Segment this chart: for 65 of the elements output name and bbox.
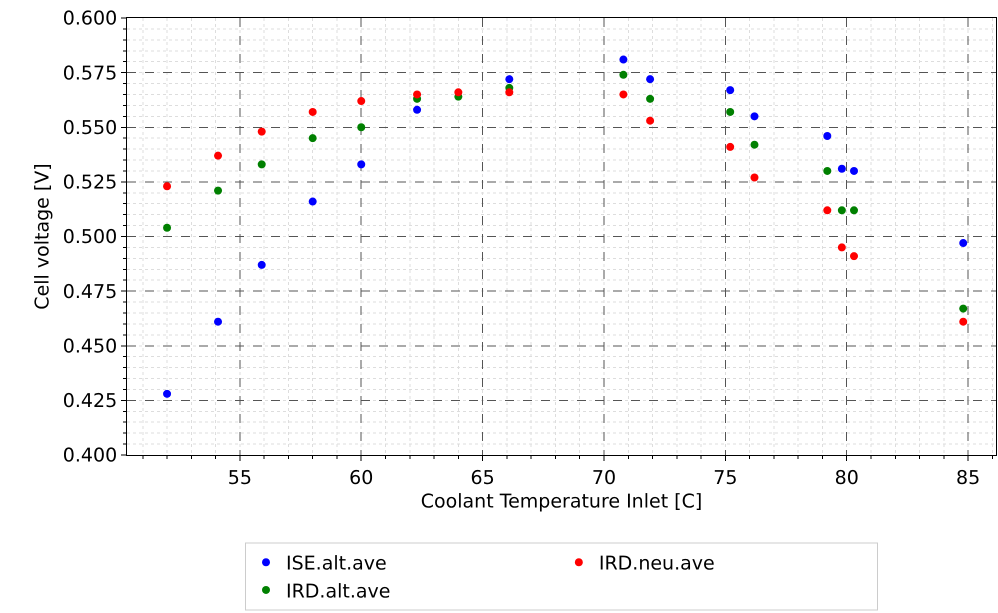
x-tick-label: 80 — [834, 466, 859, 489]
y-tick-label: 0.575 — [62, 62, 118, 84]
y-tick-label: 0.525 — [62, 172, 118, 194]
point — [505, 75, 514, 84]
x-tick-label: 75 — [713, 466, 738, 489]
point — [258, 260, 266, 269]
point — [163, 224, 172, 232]
point — [214, 318, 222, 326]
point — [619, 56, 628, 64]
point — [850, 166, 858, 175]
point — [823, 132, 832, 140]
point — [214, 186, 222, 195]
y-tick-label: 0.475 — [62, 280, 118, 303]
point — [413, 90, 422, 98]
point — [646, 94, 654, 103]
x-tick-label: 85 — [956, 466, 980, 489]
legend-label: ISE.alt.ave — [286, 552, 387, 575]
y-tick-label: 0.550 — [62, 116, 118, 139]
point — [357, 160, 366, 168]
x-tick-label: 65 — [470, 466, 495, 489]
point — [750, 174, 758, 182]
x-tick-label: 70 — [592, 466, 616, 489]
point — [726, 108, 734, 116]
x-axis-title: Coolant Temperature Inlet [C] — [420, 490, 702, 513]
legend-label: IRD.alt.ave — [286, 580, 390, 602]
point — [258, 128, 266, 136]
point — [838, 243, 846, 252]
y-tick-label: 0.600 — [62, 8, 118, 30]
point — [823, 206, 832, 214]
x-tick-label: 60 — [349, 466, 374, 489]
point — [413, 106, 422, 114]
point — [726, 142, 734, 151]
point — [308, 134, 317, 142]
point — [646, 116, 654, 125]
point — [726, 86, 734, 94]
point — [214, 152, 222, 160]
point — [850, 206, 858, 214]
point — [838, 206, 846, 214]
point — [308, 198, 317, 206]
point — [454, 88, 462, 96]
y-tick-label: 0.400 — [62, 444, 118, 467]
point — [750, 112, 758, 120]
point — [163, 182, 172, 190]
point — [357, 123, 366, 132]
point — [838, 164, 846, 173]
point — [959, 318, 968, 326]
point — [850, 252, 858, 260]
point — [619, 70, 628, 79]
y-axis-title: Cell voltage [V] — [32, 163, 54, 310]
y-tick-label: 0.425 — [62, 390, 118, 412]
point — [308, 108, 317, 116]
point — [505, 88, 514, 96]
y-tick-label: 0.500 — [62, 226, 118, 248]
point — [959, 304, 968, 313]
point — [163, 390, 172, 398]
x-tick-label: 55 — [228, 466, 252, 489]
point — [646, 75, 654, 84]
y-tick-label: 0.450 — [62, 335, 118, 358]
legend-label: IRD.neu.ave — [598, 552, 715, 575]
point — [357, 97, 366, 106]
point — [750, 140, 758, 149]
point — [258, 160, 266, 168]
point — [823, 166, 832, 175]
point — [619, 90, 628, 98]
point — [959, 239, 968, 248]
